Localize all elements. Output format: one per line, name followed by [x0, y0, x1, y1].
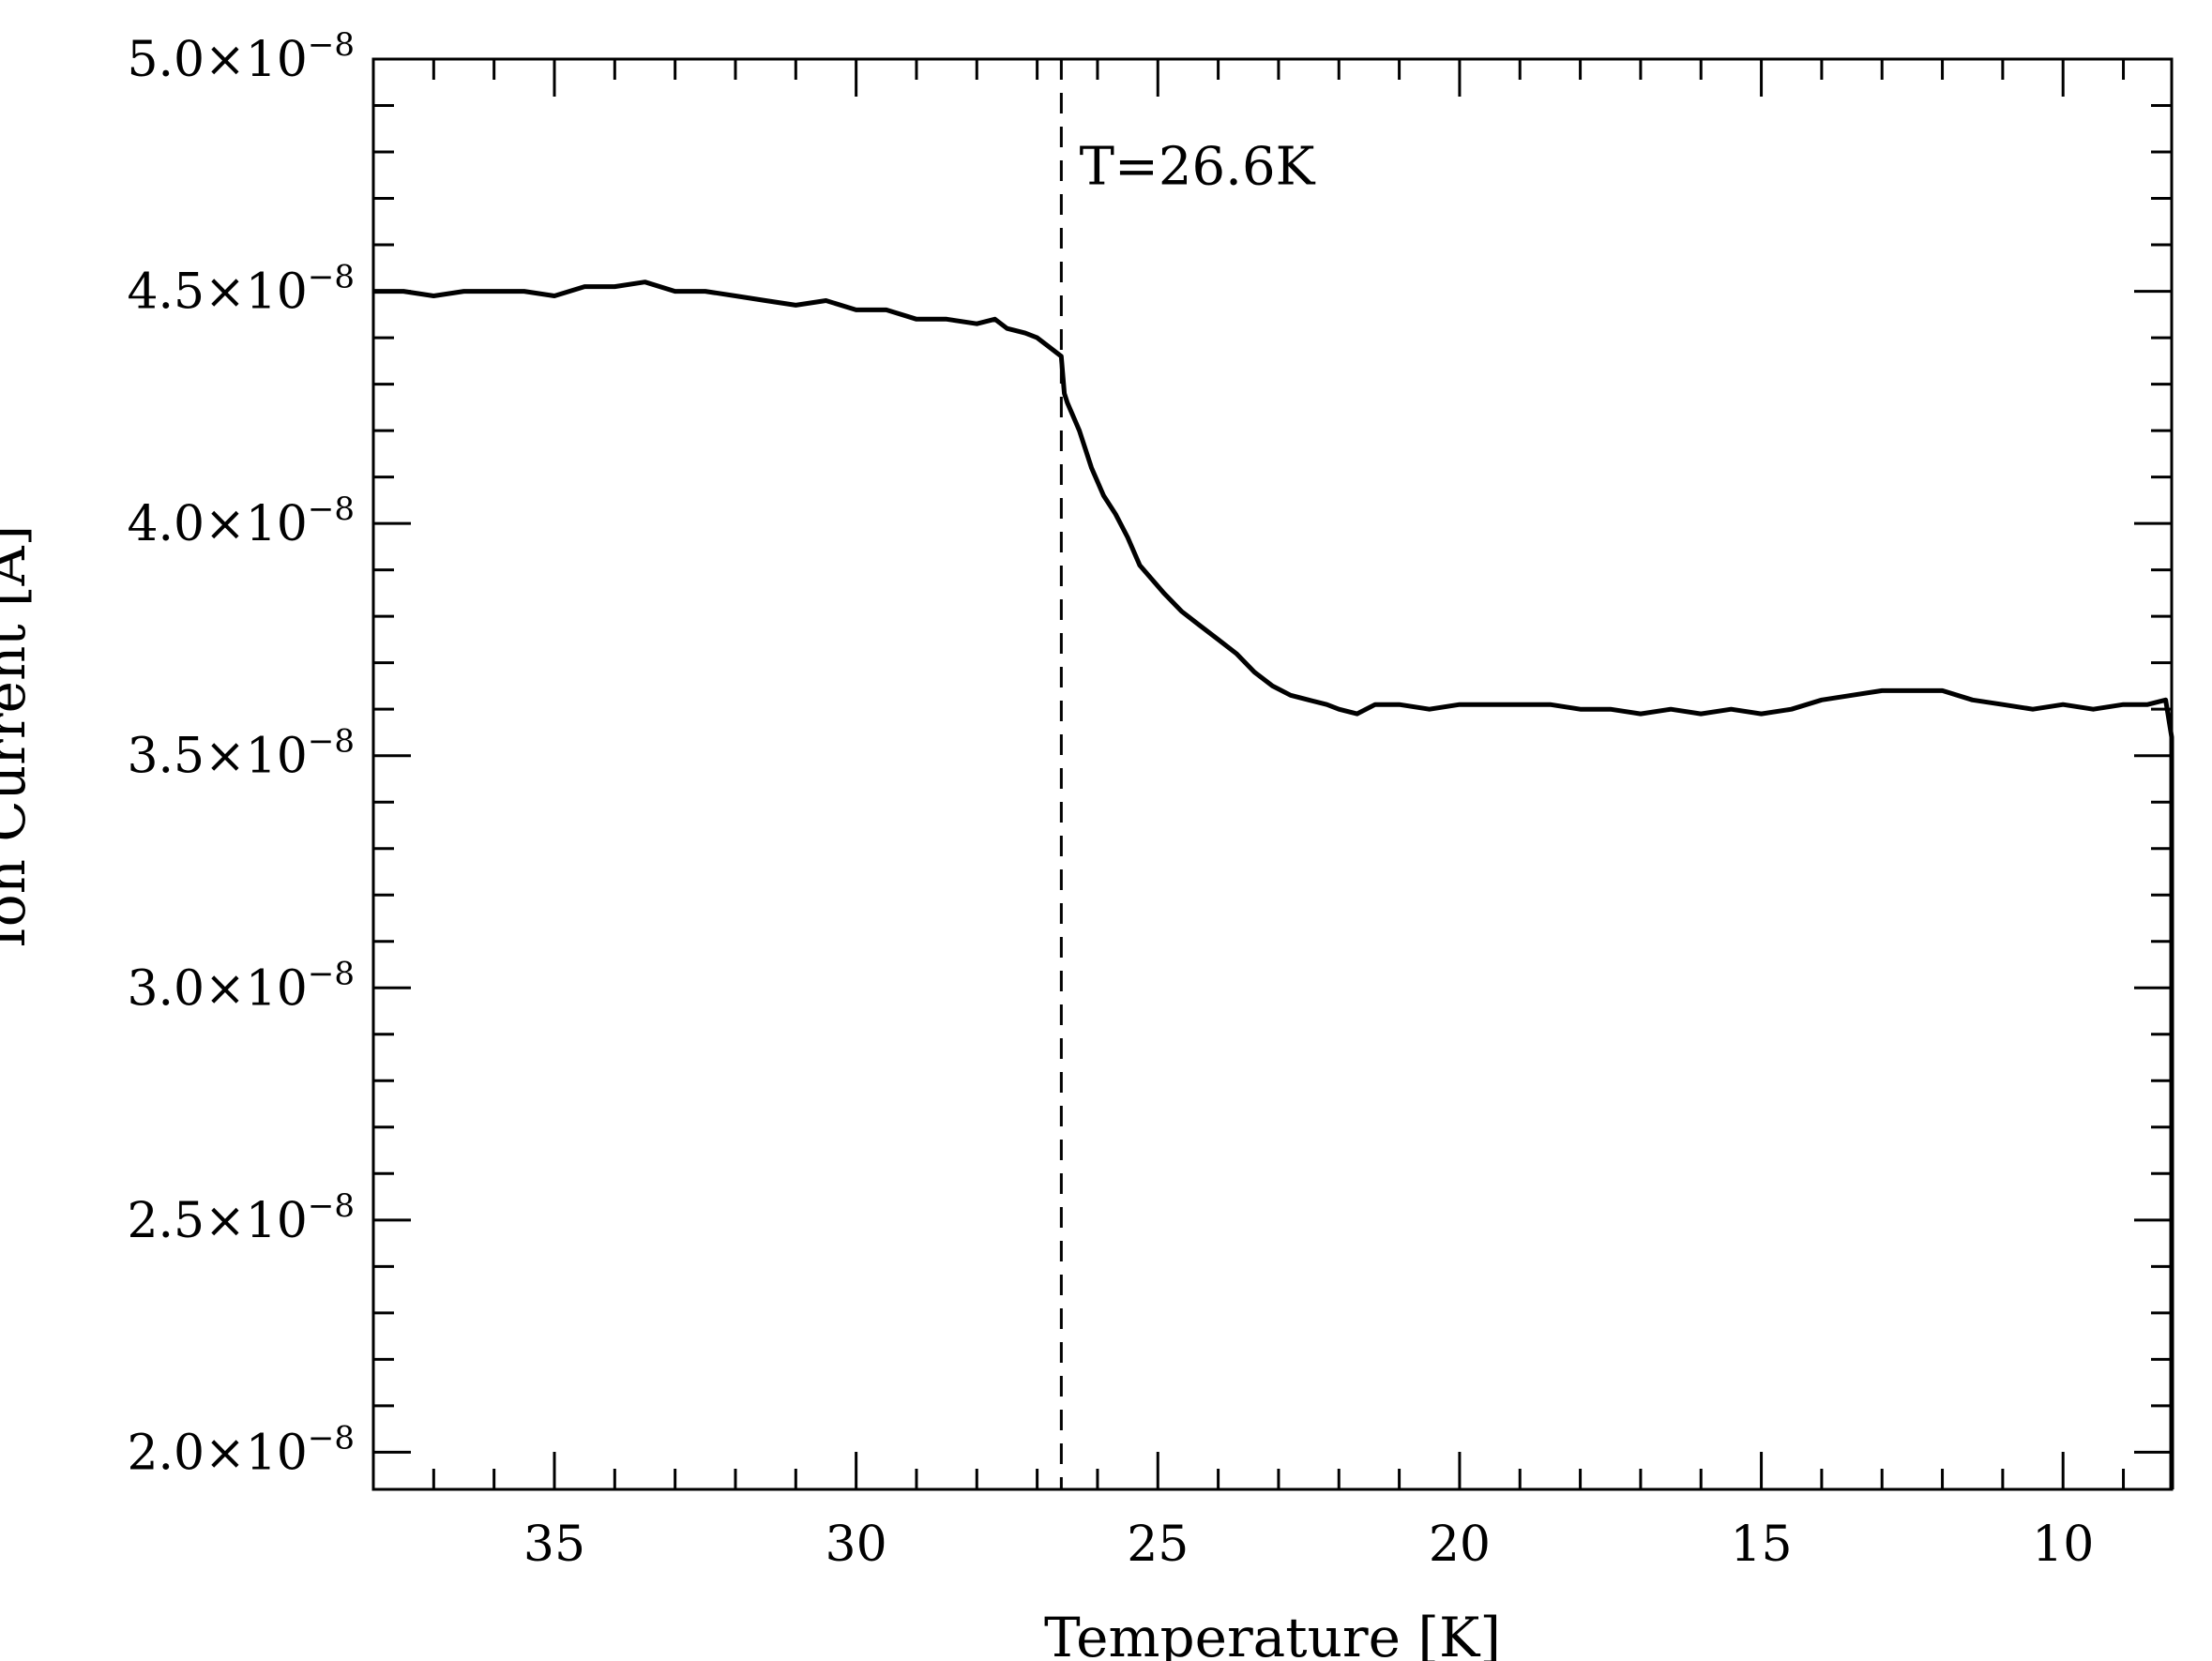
y-tick-label: 2.5×10−8	[127, 1187, 355, 1249]
y-tick-label: 2.0×10−8	[127, 1419, 355, 1481]
plot-frame	[371, 57, 2174, 1491]
ion-current-series-line	[373, 279, 2174, 1489]
y-tick-mantissa: 3.0×10	[127, 960, 307, 1017]
x-tick-label: 20	[1429, 1517, 1491, 1573]
y-tick-mantissa: 3.5×10	[127, 729, 307, 785]
transition-annotation: T=26.6K	[1080, 137, 1316, 198]
x-tick-label: 35	[523, 1517, 585, 1573]
y-tick-exponent: −8	[308, 723, 355, 761]
x-tick-label: 15	[1730, 1517, 1792, 1573]
y-tick-mantissa: 2.0×10	[127, 1425, 307, 1481]
x-tick-label: 30	[826, 1517, 887, 1573]
y-tick-label: 3.5×10−8	[127, 723, 355, 785]
y-tick-exponent: −8	[308, 491, 355, 528]
y-tick-mantissa: 5.0×10	[127, 32, 307, 88]
y-tick-exponent: −8	[308, 26, 355, 64]
y-tick-exponent: −8	[308, 259, 355, 296]
y-tick-mantissa: 2.5×10	[127, 1193, 307, 1249]
x-tick-label: 10	[2032, 1517, 2094, 1573]
y-tick-exponent: −8	[308, 1187, 355, 1225]
x-axis-label: Temperature [K]	[1044, 1606, 1501, 1661]
tick-labels: 35 30 25 20 15 102.0×10−82.5×10−83.0×10−83.5×…	[127, 26, 2094, 1573]
tick-marks	[371, 57, 2172, 1489]
y-axis-label: Ion Current [A]	[0, 525, 38, 948]
x-tick-label: 25	[1127, 1517, 1189, 1573]
y-tick-label: 4.0×10−8	[127, 491, 355, 552]
y-tick-exponent: −8	[308, 955, 355, 992]
y-tick-mantissa: 4.5×10	[127, 264, 307, 321]
y-tick-label: 3.0×10−8	[127, 955, 355, 1017]
y-tick-label: 5.0×10−8	[127, 26, 355, 88]
y-tick-exponent: −8	[308, 1419, 355, 1457]
y-tick-label: 4.5×10−8	[127, 259, 355, 321]
y-tick-mantissa: 4.0×10	[127, 496, 307, 552]
